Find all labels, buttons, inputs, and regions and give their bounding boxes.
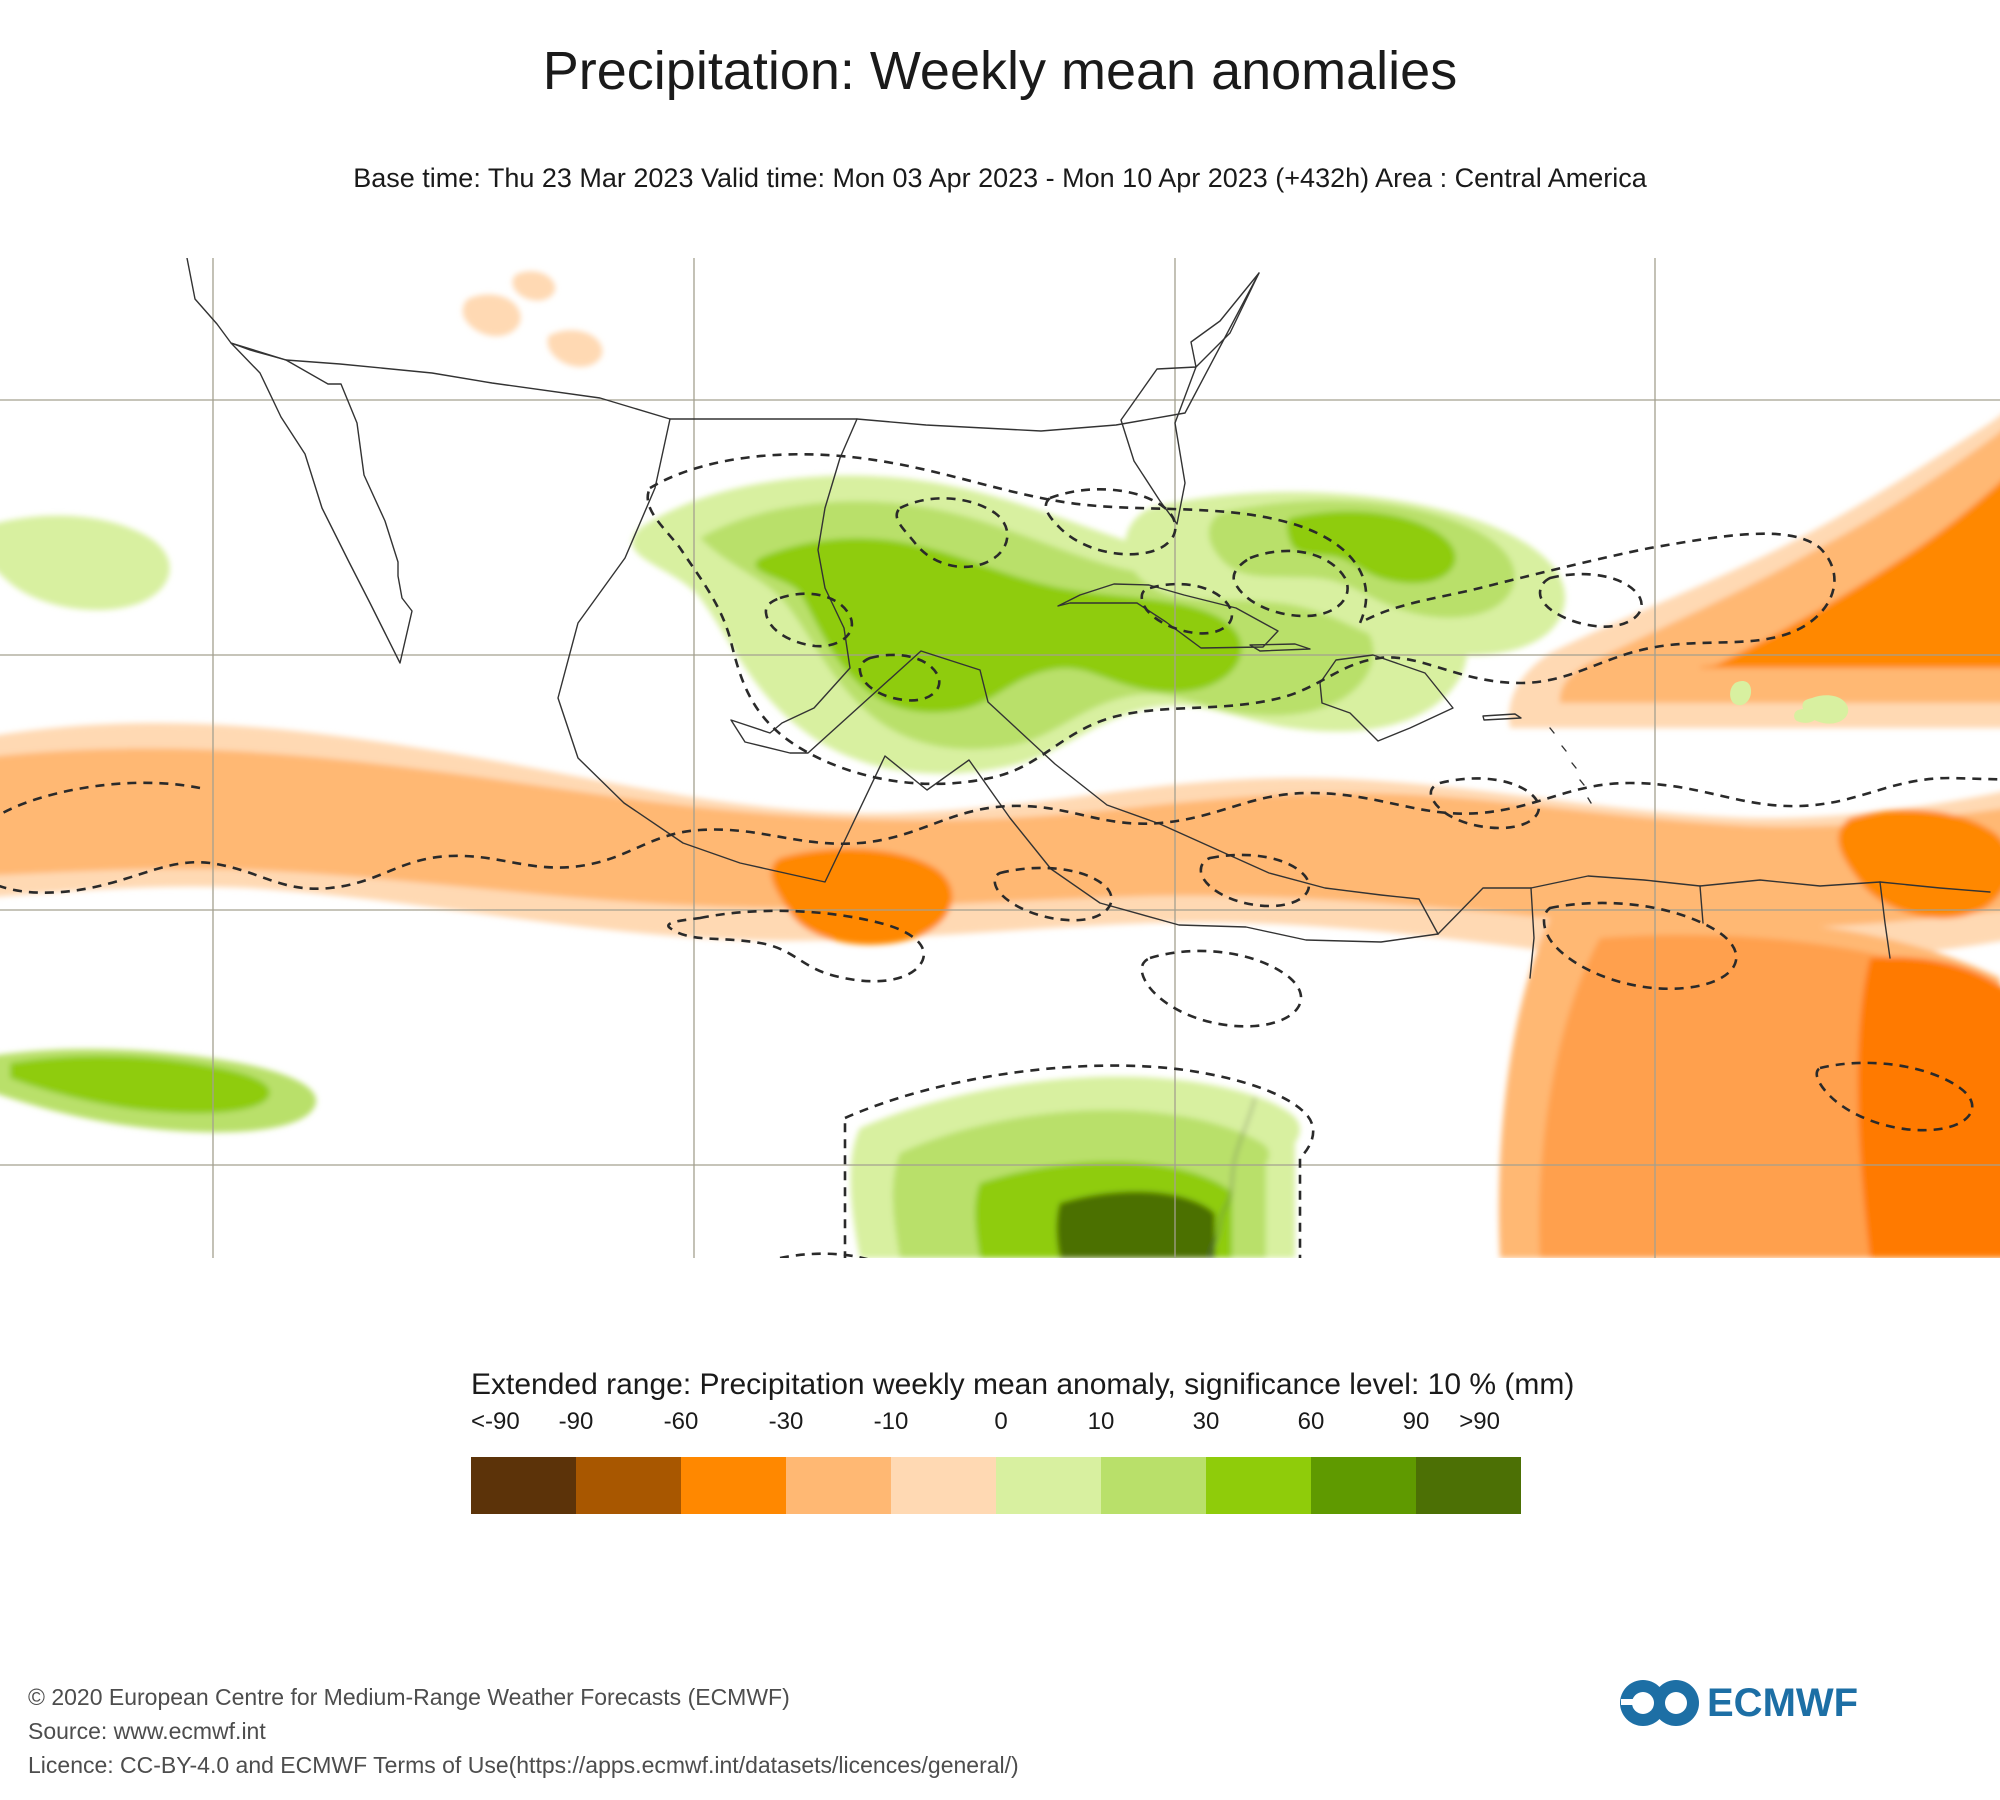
- svg-text:ECMWF: ECMWF: [1707, 1681, 1858, 1725]
